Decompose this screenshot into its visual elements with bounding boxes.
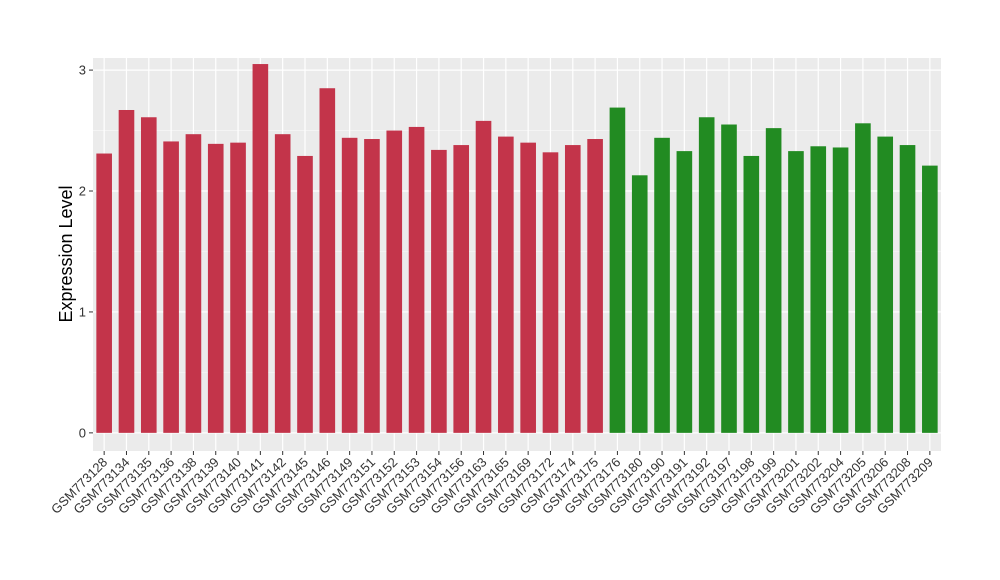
bar: [408, 126, 425, 433]
bar: [788, 151, 804, 433]
bar: [230, 142, 246, 433]
bar: [810, 146, 827, 433]
bar: [185, 134, 202, 433]
bar: [498, 136, 514, 433]
bar: [207, 143, 224, 433]
bar: [520, 142, 536, 433]
x-axis: GSM773128GSM773134GSM773135GSM773136GSM7…: [48, 451, 936, 517]
bars: [96, 64, 938, 433]
bar: [631, 175, 648, 433]
y-tick-label: 0: [79, 425, 86, 440]
bar: [877, 136, 894, 433]
y-tick-label: 2: [79, 184, 86, 199]
bar: [297, 155, 313, 433]
bar: [899, 145, 916, 433]
bar: [319, 88, 336, 433]
y-axis-title: Expression Level: [56, 185, 76, 322]
bar: [564, 145, 581, 433]
bar: [475, 120, 492, 433]
bar: [96, 153, 112, 433]
bar: [453, 145, 470, 433]
bar: [698, 117, 715, 433]
bar: [855, 123, 871, 433]
bar: [163, 141, 179, 433]
bar: [252, 64, 269, 433]
bar: [832, 147, 849, 433]
bar: [765, 128, 782, 433]
bar: [721, 124, 737, 433]
bar: [274, 134, 291, 433]
bar: [587, 139, 603, 433]
bar: [386, 130, 403, 433]
bar: [609, 107, 626, 433]
y-tick-label: 1: [79, 304, 86, 319]
bar: [922, 165, 938, 433]
bar: [364, 139, 380, 433]
bar: [676, 151, 693, 433]
y-axis: 0 1 2 3: [79, 63, 93, 440]
bar: [118, 109, 135, 433]
bar: [654, 137, 670, 433]
bar: [140, 117, 157, 433]
bar: [743, 155, 760, 433]
bar: [431, 149, 447, 433]
bar: [341, 137, 358, 433]
bar: [542, 152, 559, 433]
y-tick-label: 3: [79, 63, 86, 78]
